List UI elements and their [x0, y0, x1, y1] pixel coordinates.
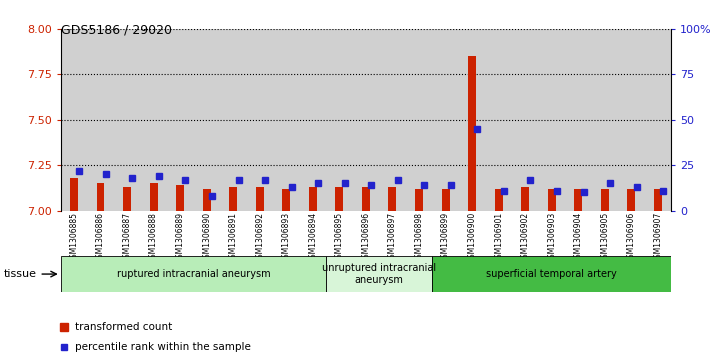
Bar [123, 187, 131, 211]
Bar [645, 29, 671, 211]
Bar [591, 29, 618, 211]
Text: GDS5186 / 29020: GDS5186 / 29020 [61, 24, 171, 37]
Bar [654, 189, 662, 211]
Bar [336, 187, 343, 211]
Bar [229, 187, 237, 211]
Bar [96, 183, 104, 211]
Text: ruptured intracranial aneurysm: ruptured intracranial aneurysm [116, 269, 270, 279]
Bar [388, 187, 396, 211]
Text: unruptured intracranial
aneurysm: unruptured intracranial aneurysm [322, 263, 436, 285]
Bar [353, 29, 379, 211]
Text: percentile rank within the sample: percentile rank within the sample [75, 342, 251, 352]
Bar [432, 29, 459, 211]
Bar [432, 256, 671, 292]
Text: superficial temporal artery: superficial temporal artery [486, 269, 617, 279]
Bar [406, 29, 432, 211]
Bar [495, 189, 503, 211]
Bar [150, 183, 158, 211]
Bar [415, 189, 423, 211]
Bar [246, 29, 273, 211]
Bar [548, 189, 555, 211]
Bar [114, 29, 141, 211]
Bar [521, 187, 529, 211]
Bar [203, 189, 211, 211]
Bar [326, 256, 432, 292]
Bar [326, 29, 353, 211]
Bar [574, 189, 582, 211]
Bar [300, 29, 326, 211]
Bar [362, 187, 370, 211]
Bar [193, 29, 220, 211]
Bar [220, 29, 246, 211]
Bar [141, 29, 167, 211]
Bar [512, 29, 538, 211]
Bar [167, 29, 193, 211]
Bar [87, 29, 114, 211]
Bar [273, 29, 300, 211]
Bar [628, 189, 635, 211]
Bar [538, 29, 565, 211]
Bar [309, 187, 317, 211]
Bar [486, 29, 512, 211]
Bar [441, 189, 450, 211]
Text: transformed count: transformed count [75, 322, 172, 333]
Bar [379, 29, 406, 211]
Bar [256, 187, 263, 211]
Bar [61, 256, 326, 292]
Bar [282, 189, 291, 211]
Bar [618, 29, 645, 211]
Bar [459, 29, 486, 211]
Text: tissue: tissue [4, 269, 36, 279]
Bar [600, 189, 609, 211]
Bar [176, 185, 184, 211]
Bar [70, 178, 78, 211]
Bar [565, 29, 591, 211]
Bar [468, 56, 476, 211]
Bar [61, 29, 87, 211]
